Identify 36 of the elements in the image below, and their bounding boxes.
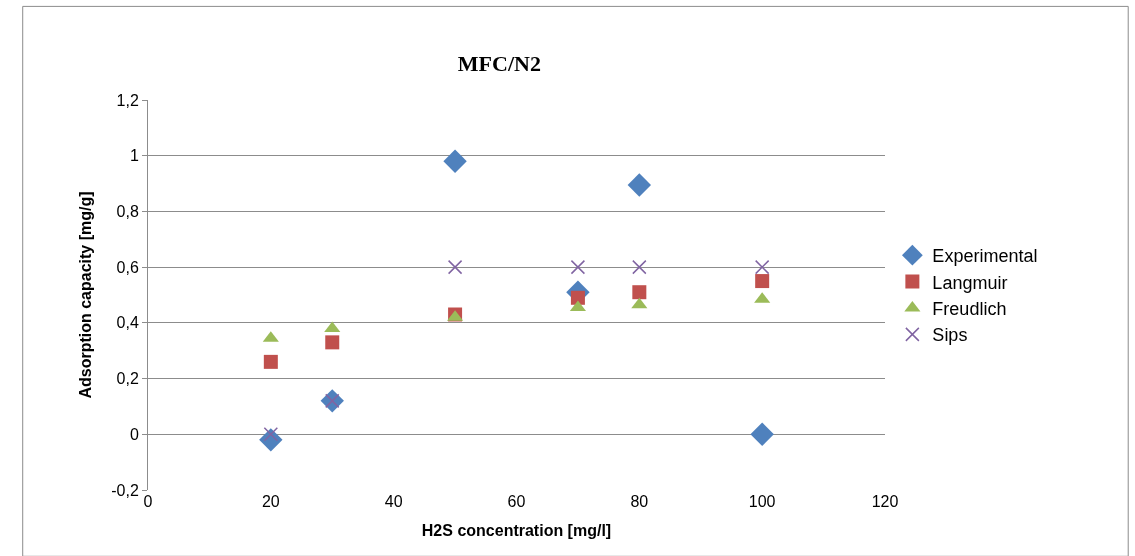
x-tick-label: 0 — [143, 493, 153, 510]
x-tick-label: 80 — [630, 493, 649, 510]
point — [443, 149, 467, 173]
y-tick-label: 0,2 — [116, 370, 139, 388]
y-tick-label: 0,4 — [116, 314, 139, 332]
y-tick-label: 0,8 — [116, 203, 139, 221]
point — [627, 173, 652, 197]
point — [570, 259, 586, 275]
point — [755, 274, 770, 289]
x-tick-label: 100 — [748, 493, 776, 510]
point — [263, 354, 278, 369]
chart-title: MFC/N2 — [457, 51, 541, 76]
point — [750, 422, 774, 446]
point — [325, 335, 340, 350]
x-tick-label: 60 — [507, 493, 526, 510]
y-tick-label: 1 — [129, 147, 139, 165]
legend-label: Langmuir — [932, 272, 1008, 293]
y-tick-label: 0,6 — [116, 258, 139, 276]
legend-label: Sips — [932, 325, 968, 346]
x-tick-label: 120 — [871, 493, 899, 510]
y-tick-label: -0,2 — [111, 481, 139, 499]
y-tick-label: 0 — [129, 425, 139, 443]
point — [754, 259, 770, 275]
point — [447, 259, 463, 275]
point — [569, 300, 586, 312]
x-tick-label: 40 — [384, 493, 403, 510]
y-tick-label: 1,2 — [116, 91, 139, 109]
point — [631, 297, 648, 309]
point — [570, 290, 585, 305]
legend-label: Freudlich — [932, 299, 1007, 320]
y-axis-title: Adsorption capacity [mg/g] — [77, 191, 95, 399]
x-axis-title: H2S concentration [mg/l] — [421, 521, 612, 539]
point — [632, 259, 647, 275]
x-tick-label: 20 — [261, 493, 280, 510]
legend-label: Experimental — [932, 246, 1038, 267]
point — [632, 285, 647, 300]
